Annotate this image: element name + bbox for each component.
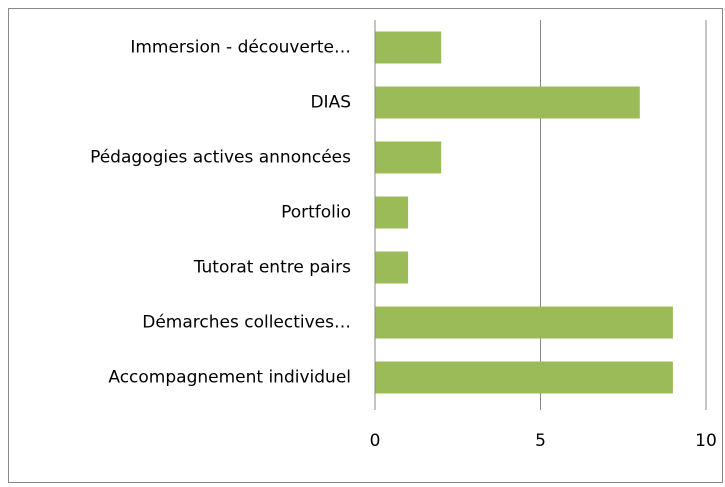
x-tick-label: 0 [370,431,381,451]
bar [375,361,673,394]
y-tick-label: Tutorat entre pairs [193,258,351,278]
y-tick-label: Accompagnement individuel [108,368,351,388]
bar [375,86,640,119]
x-tick-label: 10 [695,431,717,451]
y-tick-label: Pédagogies actives annoncées [90,148,351,168]
bar [375,141,442,174]
y-tick-label: Portfolio [281,203,351,223]
bar [375,31,442,64]
bar [375,306,673,339]
bar [375,196,409,229]
y-tick-label: Immersion - découverte… [130,38,351,58]
bar [375,251,409,284]
y-tick-label: DIAS [310,93,351,113]
x-tick-label: 5 [535,431,546,451]
y-tick-label: Démarches collectives… [142,313,351,333]
chart-frame [8,8,723,483]
